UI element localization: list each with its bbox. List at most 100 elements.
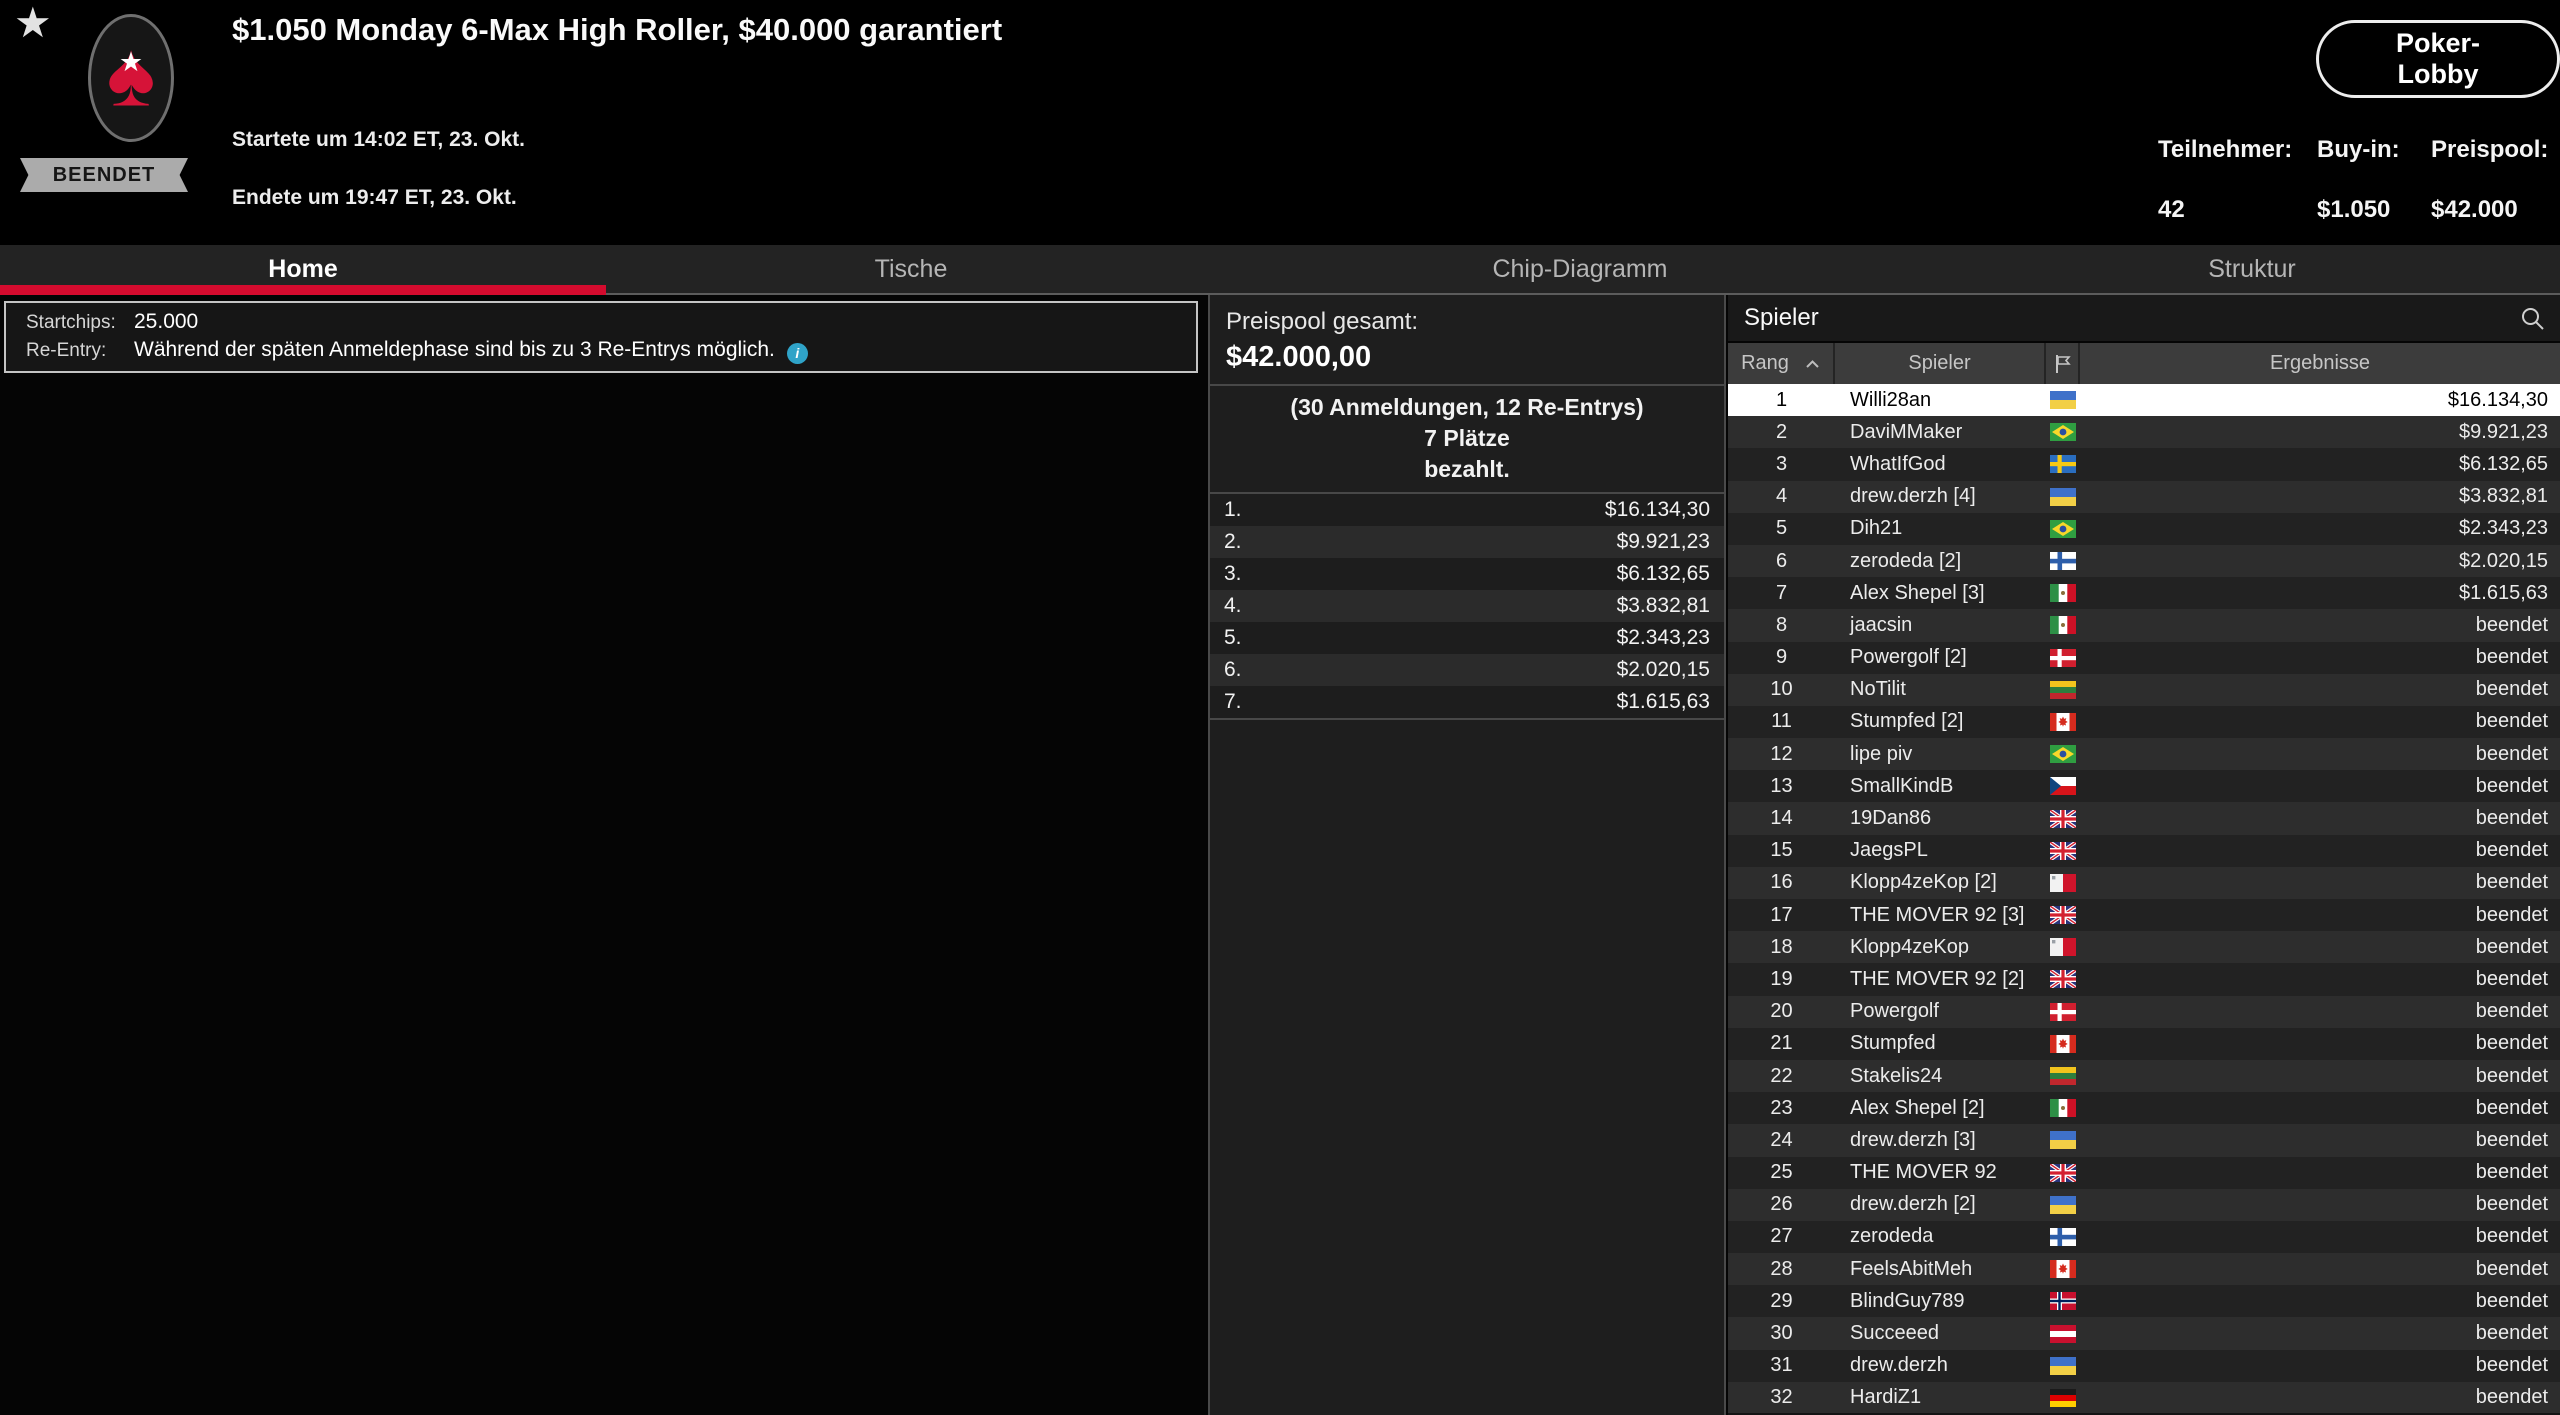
- table-row[interactable]: 27 zerodeda beendet: [1728, 1220, 2560, 1254]
- prize-panel: Preispool gesamt: $42.000,00 (30 Anmeldu…: [1208, 295, 1726, 1415]
- player-name: Dih21: [1850, 517, 1903, 540]
- pokerstars-logo: ♠ ★: [88, 14, 174, 142]
- table-row[interactable]: 29 BlindGuy789 beendet: [1728, 1285, 2560, 1318]
- player-rank: 2: [1775, 420, 1788, 443]
- table-row[interactable]: 32 HardiZ1 beendet: [1728, 1381, 2560, 1413]
- table-row[interactable]: 18 Klopp4zeKop beendet: [1728, 931, 2560, 964]
- table-row[interactable]: 24 drew.derzh [3] beendet: [1728, 1124, 2560, 1157]
- table-row[interactable]: 21 Stumpfed beendet: [1728, 1027, 2560, 1060]
- column-header-rank[interactable]: Rang: [1728, 343, 1835, 384]
- table-row[interactable]: 23 Alex Shepel [2] beendet: [1728, 1092, 2560, 1125]
- flag-mx-icon: [2046, 584, 2080, 603]
- table-row[interactable]: 6 zerodeda [2] $2.020,15: [1728, 544, 2560, 578]
- flag-br-icon: [2046, 745, 2080, 764]
- table-row[interactable]: 1 Willi28an $16.134,30: [1728, 384, 2560, 417]
- stat-label: Preispool:: [2431, 136, 2549, 163]
- spade-icon: ♠: [106, 23, 156, 126]
- flag-at-icon: [2046, 1324, 2080, 1343]
- tab-struktur[interactable]: Struktur: [2208, 254, 2296, 283]
- prizepool-summary: Preispool gesamt: $42.000,00: [1210, 295, 1724, 386]
- player-name: Klopp4zeKop [2]: [1850, 871, 1997, 894]
- player-result: beendet: [2475, 646, 2548, 669]
- table-row[interactable]: 22 Stakelis24 beendet: [1728, 1059, 2560, 1093]
- table-row[interactable]: 15 JaegsPL beendet: [1728, 834, 2560, 867]
- table-row[interactable]: 26 drew.derzh [2] beendet: [1728, 1188, 2560, 1221]
- table-row[interactable]: 7 Alex Shepel [3] $1.615,63: [1728, 577, 2560, 610]
- table-row[interactable]: 14 19Dan86 beendet: [1728, 802, 2560, 835]
- table-row[interactable]: 25 THE MOVER 92 beendet: [1728, 1156, 2560, 1189]
- player-rank: 30: [1770, 1322, 1793, 1345]
- player-result: $9.921,23: [2459, 420, 2548, 443]
- player-rank: 18: [1770, 935, 1793, 958]
- prize-amount: $9.921,23: [1616, 530, 1710, 553]
- player-rank: 4: [1775, 485, 1788, 508]
- end-time-text: Endete um 19:47 ET, 23. Okt.: [232, 186, 517, 209]
- table-row[interactable]: 4 drew.derzh [4] $3.832,81: [1728, 480, 2560, 513]
- player-name: THE MOVER 92 [2]: [1850, 967, 2025, 990]
- search-icon[interactable]: [2519, 305, 2546, 332]
- tab-chip-diagramm[interactable]: Chip-Diagramm: [1492, 254, 1668, 283]
- flag-no-icon: [2046, 1292, 2080, 1311]
- stat-label: Teilnehmer:: [2158, 136, 2293, 163]
- info-icon[interactable]: i: [786, 342, 808, 364]
- player-result: beendet: [2475, 967, 2548, 990]
- prizepool-total-label: Preispool gesamt:: [1226, 308, 1419, 335]
- flag-mt-icon: [2046, 873, 2080, 892]
- player-rank: 20: [1770, 1000, 1793, 1023]
- table-row[interactable]: 13 SmallKindB beendet: [1728, 770, 2560, 803]
- player-result: beendet: [2475, 935, 2548, 958]
- prize-amount: $1.615,63: [1616, 690, 1710, 713]
- player-rank: 28: [1770, 1257, 1793, 1280]
- favorite-star-icon[interactable]: ★: [14, 0, 52, 46]
- player-result: $2.343,23: [2459, 517, 2548, 540]
- player-rank: 26: [1770, 1193, 1793, 1216]
- player-name: Stumpfed [2]: [1850, 710, 1964, 733]
- column-header-results[interactable]: Ergebnisse: [2269, 352, 2371, 374]
- table-row[interactable]: 28 FeelsAbitMeh beendet: [1728, 1253, 2560, 1286]
- tab-tische[interactable]: Tische: [874, 254, 948, 283]
- stat-buy-in: Buy-in: $1.050: [2317, 136, 2400, 224]
- player-rank: 22: [1770, 1064, 1793, 1087]
- table-row[interactable]: 11 Stumpfed [2] beendet: [1728, 705, 2560, 739]
- table-row[interactable]: 3 WhatIfGod $6.132,65: [1728, 448, 2560, 481]
- table-row[interactable]: 19 THE MOVER 92 [2] beendet: [1728, 963, 2560, 996]
- table-row[interactable]: 30 Succeeed beendet: [1728, 1317, 2560, 1350]
- prize-amount: $3.832,81: [1616, 594, 1710, 617]
- flag-ua-icon: [2046, 487, 2080, 506]
- table-row[interactable]: 2 DaviMMaker $9.921,23: [1728, 416, 2560, 449]
- player-rank: 32: [1770, 1386, 1793, 1409]
- table-row[interactable]: 20 Powergolf beendet: [1728, 995, 2560, 1028]
- player-result: beendet: [2475, 903, 2548, 926]
- players-table-body: 1 Willi28an $16.134,30 2 DaviMMaker $9.921,23…: [1728, 384, 2560, 1413]
- prize-amount: $2.020,15: [1616, 658, 1710, 681]
- player-rank: 11: [1771, 710, 1792, 733]
- table-row[interactable]: 5 Dih21 $2.343,23: [1728, 512, 2560, 545]
- table-row[interactable]: 8 jaacsin beendet: [1728, 609, 2560, 642]
- player-name: JaegsPL: [1850, 839, 1928, 862]
- prize-row: 1. $16.134,30: [1210, 494, 1724, 526]
- tab-home[interactable]: Home: [268, 254, 338, 283]
- column-header-flag[interactable]: [2046, 343, 2080, 384]
- table-row[interactable]: 17 THE MOVER 92 [3] beendet: [1728, 899, 2560, 932]
- table-row[interactable]: 10 NoTilit beendet: [1728, 673, 2560, 706]
- poker-lobby-button[interactable]: Poker-Lobby: [2316, 20, 2560, 98]
- column-header-player[interactable]: Spieler: [1835, 343, 2046, 384]
- player-rank: 29: [1770, 1289, 1793, 1312]
- table-row[interactable]: 9 Powergolf [2] beendet: [1728, 641, 2560, 674]
- prize-row: 5. $2.343,23: [1210, 622, 1724, 654]
- table-row[interactable]: 31 drew.derzh beendet: [1728, 1349, 2560, 1382]
- prize-rank: 7.: [1224, 690, 1242, 713]
- flag-column-icon: [2055, 354, 2071, 373]
- prize-rank: 6.: [1224, 658, 1242, 681]
- places-line-1: 7 Plätze: [1424, 425, 1510, 451]
- table-row[interactable]: 12 lipe piv beendet: [1728, 738, 2560, 771]
- tournament-info-box: Startchips: 25.000 Re-Entry: Während der sp…: [4, 301, 1198, 373]
- player-name: FeelsAbitMeh: [1850, 1257, 1973, 1280]
- flag-dk-icon: [2046, 1002, 2080, 1021]
- prize-rank: 1.: [1224, 498, 1242, 521]
- prize-list: 1. $16.134,30 2. $9.921,23 3. $6.132,65 4. $3.8…: [1210, 494, 1724, 720]
- info-row: Re-Entry: Während der späten Anmeldephase…: [26, 338, 1196, 366]
- player-name: THE MOVER 92 [3]: [1850, 903, 2025, 926]
- table-row[interactable]: 16 Klopp4zeKop [2] beendet: [1728, 866, 2560, 899]
- player-name: Alex Shepel [3]: [1850, 581, 1985, 604]
